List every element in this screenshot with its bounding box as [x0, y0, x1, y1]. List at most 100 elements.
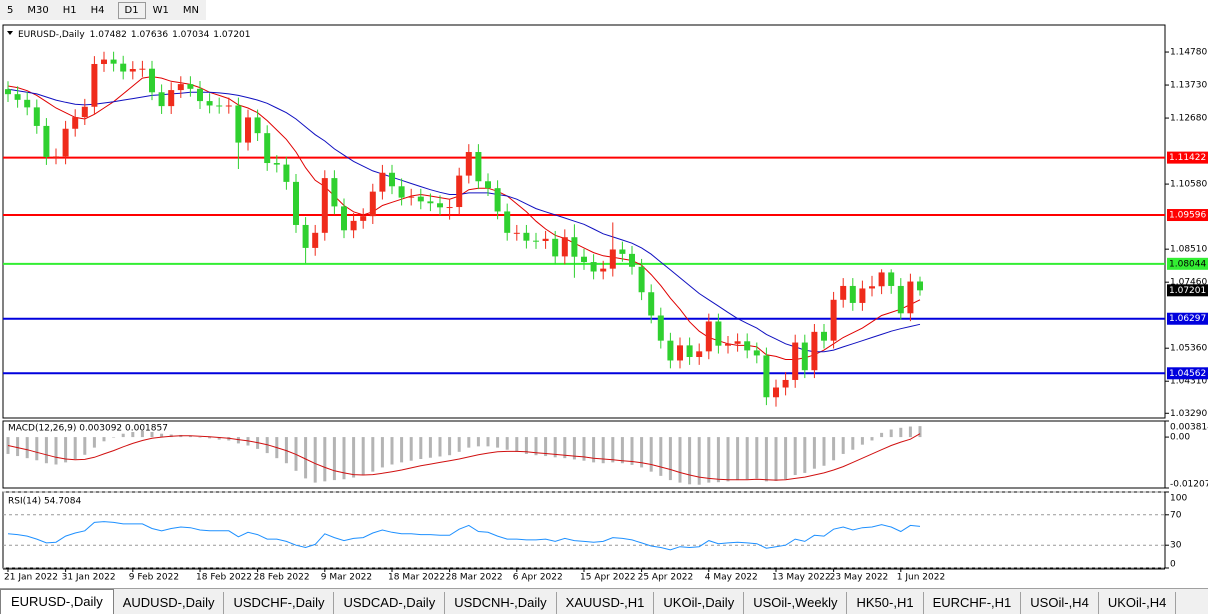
x-tick-label: 4 May 2022	[705, 573, 758, 583]
chart-tab[interactable]: USOil-,Weekly	[744, 592, 848, 614]
macd-bar	[457, 437, 461, 452]
chart-tab[interactable]: USDCHF-,Daily	[224, 592, 335, 614]
macd-bar	[35, 437, 39, 461]
candle-body	[600, 268, 607, 272]
candle-body	[485, 181, 491, 189]
macd-bar	[131, 432, 135, 438]
candle-body	[158, 92, 165, 107]
rsi-line	[7, 521, 921, 551]
chart-tab[interactable]: EURCHF-,H1	[924, 592, 1022, 614]
candle-body	[542, 238, 549, 241]
macd-bar	[870, 437, 874, 441]
candle-body	[715, 321, 722, 346]
candle-body	[859, 288, 866, 303]
macd-bar	[332, 437, 336, 481]
macd-bar	[908, 426, 912, 438]
candle-body	[110, 59, 117, 64]
macd-bar	[304, 437, 308, 479]
candle-body	[264, 133, 271, 164]
macd-title: MACD(12,26,9) 0.003092 0.001857	[8, 424, 168, 434]
candle-body	[379, 172, 386, 192]
candle-body	[830, 299, 837, 341]
chart-tab[interactable]: AUDUSD-,Daily	[114, 592, 225, 614]
macd-bar	[774, 437, 778, 481]
macd-bar	[659, 437, 663, 476]
macd-bar	[832, 437, 836, 461]
macd-bar	[121, 433, 125, 438]
macd-bar	[755, 437, 759, 479]
y-tick-label: 1.07460	[1170, 278, 1207, 288]
macd-bar	[841, 437, 845, 454]
candle-body	[840, 285, 847, 300]
candle-body	[792, 342, 799, 380]
macd-bar	[380, 437, 384, 468]
candle-body	[609, 249, 616, 269]
chart-tab[interactable]: EURUSD-,Daily	[0, 589, 114, 614]
candle-body	[878, 272, 885, 287]
macd-bar	[16, 437, 20, 457]
x-tick-label: 23 May 2022	[830, 573, 889, 583]
chart-tab[interactable]: HK50-,H1	[847, 592, 924, 614]
candle-body	[465, 152, 472, 176]
level-label-box	[1167, 257, 1208, 270]
candle-body	[504, 211, 511, 233]
menu-arrow[interactable]	[7, 31, 13, 35]
y-tick-label: 70	[1170, 510, 1182, 520]
candle-body	[552, 238, 559, 257]
timeframe-button[interactable]: H4	[90, 4, 105, 16]
macd-bar	[419, 437, 423, 460]
rsi-panel	[2, 491, 1166, 569]
timeframe-button[interactable]: MN	[182, 4, 199, 16]
candle-body	[869, 286, 875, 289]
chart-tab[interactable]: USOil-,H4	[1021, 592, 1099, 614]
timeframe-button[interactable]: H1	[62, 4, 77, 16]
chart-tab[interactable]: USDCAD-,Daily	[334, 592, 446, 614]
candle-body	[91, 63, 98, 107]
timeframe-button[interactable]: 5	[7, 4, 14, 16]
macd-bar	[611, 437, 615, 463]
candle-body	[5, 89, 11, 95]
chart-tab[interactable]: XAUUSD-,H1	[557, 592, 655, 614]
x-tick-label: 1 Jun 2022	[897, 573, 945, 583]
chart-tab[interactable]: UKOil-,Daily	[654, 592, 745, 614]
macd-bar	[409, 437, 413, 461]
y-tick-label: 30	[1170, 541, 1182, 551]
timeframe-button[interactable]: M30	[27, 4, 49, 16]
chart-tab[interactable]: UKOil-,H4	[1099, 592, 1177, 614]
timeframe-button[interactable]: D1	[117, 1, 146, 19]
macd-bar	[198, 437, 202, 438]
macd-bar	[880, 432, 884, 438]
macd-bar	[793, 437, 797, 476]
timeframe-button[interactable]: W1	[152, 4, 169, 16]
macd-bar	[678, 437, 682, 483]
candle-body	[398, 186, 405, 198]
level-label: 1.08044	[1169, 259, 1206, 269]
macd-bar	[92, 437, 96, 448]
candle-body	[437, 203, 443, 208]
price-label: 1.07201	[1169, 286, 1206, 296]
x-tick-label: 18 Feb 2022	[196, 573, 252, 583]
candle-body	[81, 106, 88, 118]
chart: EURUSD-,Daily 1.07482 1.07636 1.07034 1.0720…	[2, 24, 1208, 583]
level-label-box	[1167, 209, 1208, 222]
x-tick-label: 13 May 2022	[772, 573, 831, 583]
x-tick-label: 6 Apr 2022	[513, 573, 563, 583]
macd-bar	[697, 437, 701, 485]
chart-tab[interactable]: USDCNH-,Daily	[445, 592, 557, 614]
candle-body	[696, 351, 703, 358]
candle-body	[206, 101, 213, 106]
macd-bar	[342, 437, 346, 480]
macd-bar	[736, 437, 740, 481]
candle-body	[302, 224, 309, 248]
candle-body	[773, 387, 779, 398]
macd-bar	[476, 437, 480, 447]
candle-body	[417, 196, 424, 202]
candle-body	[821, 331, 827, 341]
macd-bar	[822, 437, 826, 466]
candle-body	[225, 105, 232, 107]
candle-body	[331, 178, 338, 207]
macd-bar	[812, 437, 816, 469]
macd-bar	[361, 437, 365, 476]
candle-body	[293, 181, 299, 225]
candle-body	[139, 68, 146, 70]
